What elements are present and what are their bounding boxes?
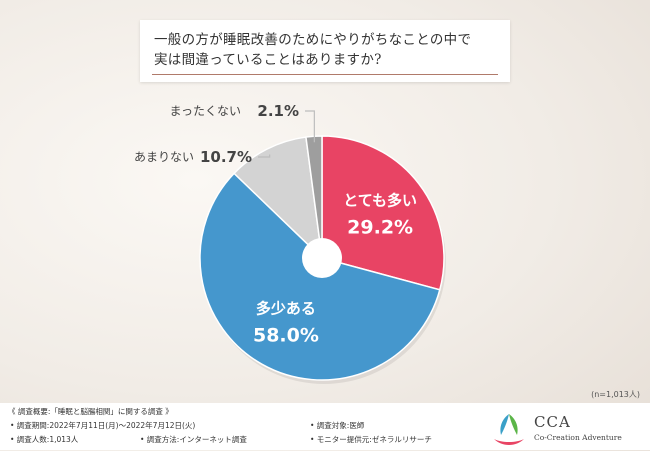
chart-title-box: 一般の方が睡眠改善のためにやりがちなことの中で 実は間違っていることはありますか…	[140, 20, 510, 82]
cca-logo-icon	[494, 414, 524, 445]
leader-line-3	[258, 154, 271, 158]
slice-value-4: 2.1%	[257, 102, 299, 120]
logo-subtitle: Co-Creation Adventure	[534, 433, 622, 442]
survey-footer: 《 調査概要:「睡眠と脳腸相関」に関する調査 》 • 調査期間:2022年7月1…	[0, 403, 650, 450]
leader-line-4	[305, 110, 315, 143]
survey-provider: • モニター提供元:ゼネラルリサーチ	[310, 435, 432, 444]
survey-count: • 調査人数:1,013人	[10, 435, 79, 444]
logo-name: CCA	[534, 413, 571, 431]
donut-hole	[302, 238, 342, 278]
sample-size-note: (n=1,013人)	[591, 390, 640, 399]
survey-overview: 《 調査概要:「睡眠と脳腸相関」に関する調査 》	[8, 407, 173, 416]
chart-title-line-1: 一般の方が睡眠改善のためにやりがちなことの中で	[154, 32, 472, 48]
title-underline	[152, 74, 498, 75]
slice-label-3: あまりない	[134, 150, 194, 164]
donut-slice-3	[233, 136, 324, 261]
chart-title-line-2: 実は間違っていることはありますか?	[154, 52, 382, 68]
slice-value-3: 10.7%	[200, 148, 252, 166]
survey-target: • 調査対象:医師	[310, 421, 365, 430]
slice-label-4: まったくない	[169, 104, 241, 118]
slice-label-2: 多少ある	[256, 300, 316, 318]
slice-label-1: とても多い	[343, 191, 417, 209]
cca-logo: CCA Co-Creation Adventure	[490, 411, 640, 447]
survey-method: • 調査方法:インターネット調査	[140, 435, 247, 444]
survey-period: • 調査期間:2022年7月11日(月)〜2022年7月12日(火)	[10, 421, 196, 430]
slice-value-1: 29.2%	[347, 216, 413, 238]
donut-slice-1	[321, 135, 445, 291]
slice-value-2: 58.0%	[253, 325, 319, 347]
